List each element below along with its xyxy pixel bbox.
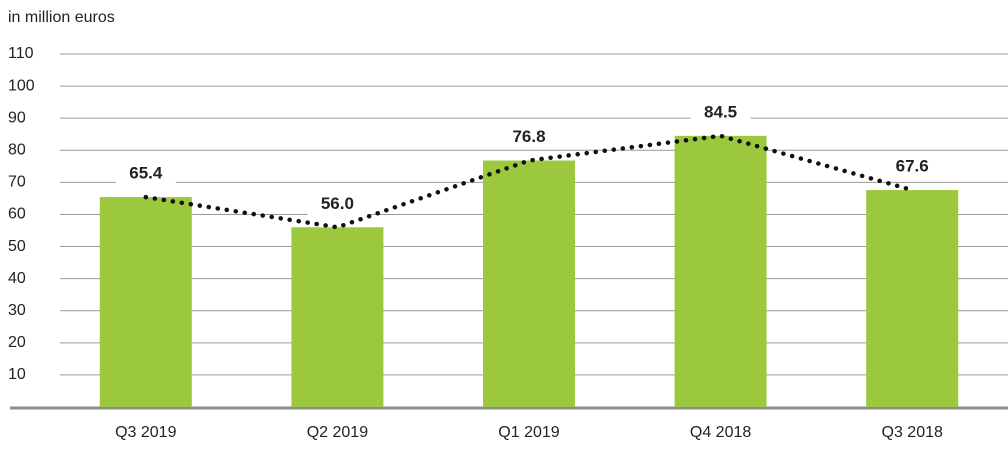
y-tick-label: 20 [8, 334, 26, 351]
x-tick-label: Q3 2019 [115, 424, 176, 441]
x-tick-label: Q4 2018 [690, 424, 751, 441]
bar [99, 197, 192, 407]
value-label-bg [307, 191, 368, 216]
x-tick-label: Q1 2019 [498, 424, 559, 441]
y-tick-label: 90 [8, 109, 26, 126]
y-axis-label: in million euros [8, 9, 115, 26]
y-tick-label: 100 [8, 77, 35, 94]
y-tick-label: 30 [8, 302, 26, 319]
x-tick-label: Q3 2018 [882, 424, 943, 441]
bar [674, 135, 767, 407]
y-tick-label: 60 [8, 206, 26, 223]
y-tick-label: 70 [8, 174, 26, 191]
value-label: 84.5 [704, 102, 737, 121]
trend-line [143, 133, 915, 230]
value-label: 67.6 [896, 157, 929, 176]
y-tick-label: 80 [8, 141, 26, 158]
value-label-bg [882, 154, 943, 179]
y-tick-label: 40 [8, 270, 26, 287]
bar [291, 227, 384, 407]
value-label-bg [115, 161, 176, 186]
value-label: 65.4 [129, 164, 163, 183]
value-label: 76.8 [512, 127, 545, 146]
bar [483, 160, 575, 407]
y-tick-label: 50 [8, 238, 26, 255]
value-label: 56.0 [321, 194, 354, 213]
value-label-bg [690, 99, 751, 124]
y-tick-label: 110 [8, 45, 34, 62]
y-tick-label: 10 [8, 366, 26, 383]
value-label-bg [499, 124, 559, 149]
bar [866, 190, 959, 407]
x-tick-label: Q2 2019 [307, 424, 368, 441]
